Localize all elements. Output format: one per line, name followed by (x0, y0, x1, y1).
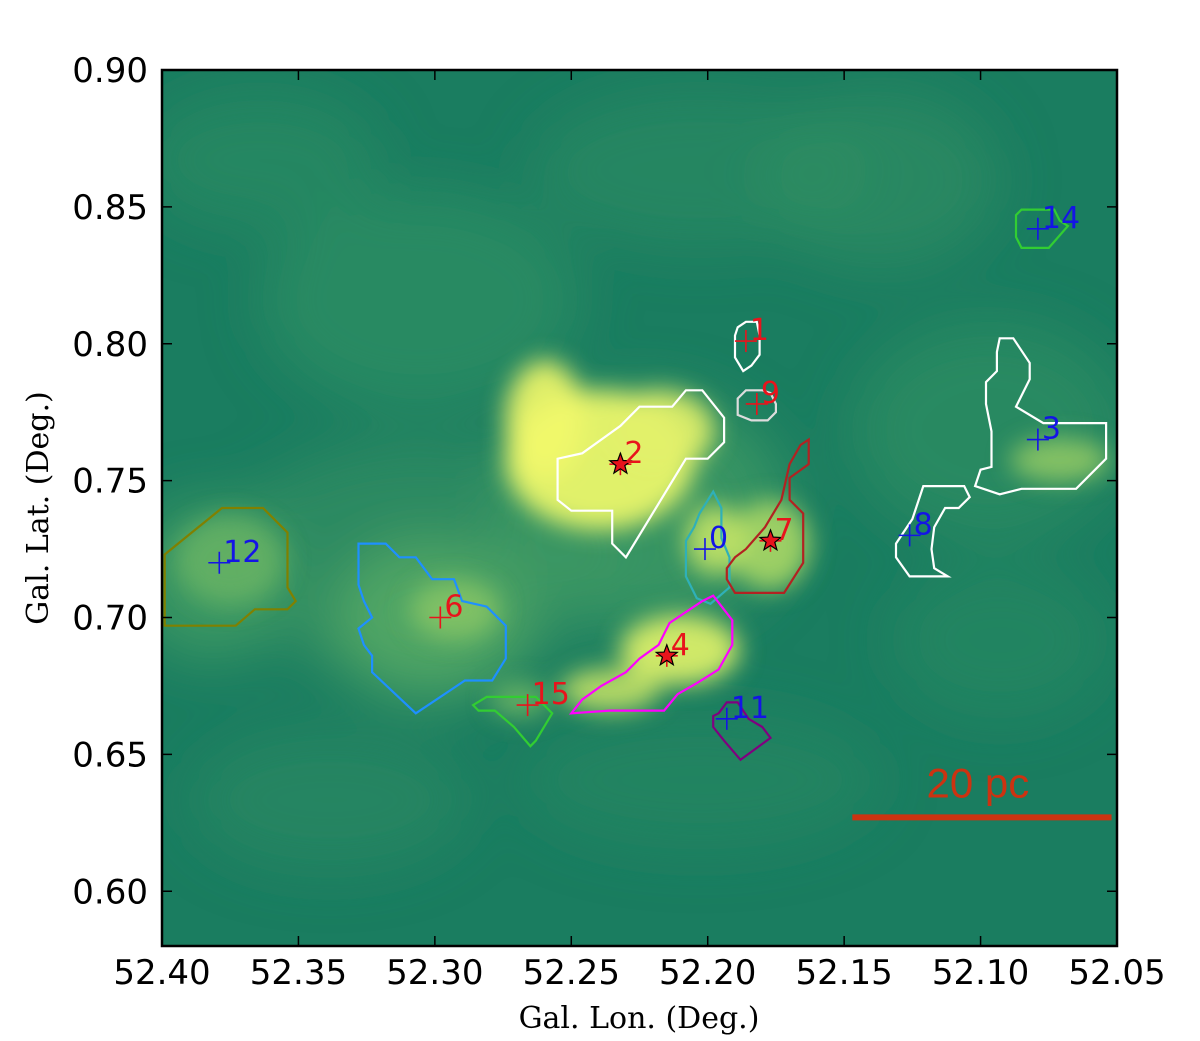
clump-marker-12 (208, 551, 231, 574)
clump-contour-6 (357, 542, 507, 715)
clump-marker-3 (1026, 428, 1049, 451)
plot-frame (160, 68, 1119, 948)
clump-label-8: 8 (914, 507, 933, 542)
clump-label-12: 12 (223, 535, 261, 570)
clump-label-3: 3 (1042, 412, 1061, 447)
y-tick-label: 0.90 (72, 51, 148, 91)
clump-contour-14 (1014, 208, 1070, 249)
y-axis-ticks: 0.60 0.65 0.70 0.75 0.80 0.85 0.90 (72, 51, 1117, 912)
clump-contour-12 (163, 506, 298, 627)
clump-label-2: 2 (624, 436, 643, 471)
clump-contours (163, 208, 1108, 762)
clump-marker-6 (429, 606, 452, 629)
young-star-icon (608, 451, 633, 475)
young-star-icon (654, 643, 679, 667)
clump-markers (208, 217, 1049, 730)
y-tick-label: 0.80 (72, 325, 148, 365)
clump-contour-11 (712, 701, 773, 762)
clump-label-14: 14 (1042, 201, 1080, 236)
x-tick-label: 52.25 (523, 953, 620, 993)
clump-marker-14 (1026, 217, 1049, 240)
y-tick-label: 0.70 (72, 599, 148, 639)
clump-marker-11 (715, 707, 738, 730)
clump-marker-4 (654, 643, 679, 667)
clump-label-4: 4 (671, 628, 690, 663)
x-tick-label: 52.05 (1068, 953, 1165, 993)
clump-label-9: 9 (761, 376, 780, 411)
clump-contour-1 (733, 320, 761, 373)
x-axis-ticks: 52.40 52.35 52.30 52.25 52.20 52.15 52.10 52.05 (113, 70, 1166, 993)
clump-label-6: 6 (444, 590, 463, 625)
y-tick-label: 0.75 (72, 462, 148, 502)
clump-marker-7 (758, 528, 783, 552)
clump-contour-15 (471, 695, 554, 748)
x-axis-title: Gal. Lon. (Deg.) (519, 1001, 760, 1036)
clump-label-15: 15 (532, 677, 570, 712)
x-tick-label: 52.30 (386, 953, 483, 993)
clump-marker-2 (608, 451, 633, 476)
clump-contour-7 (725, 437, 810, 595)
y-tick-label: 0.85 (72, 188, 148, 228)
x-tick-label: 52.20 (659, 953, 756, 993)
x-tick-label: 52.10 (932, 953, 1029, 993)
y-tick-label: 0.60 (72, 872, 148, 912)
clump-marker-8 (898, 524, 921, 547)
clump-contour-0 (684, 489, 731, 606)
y-tick-label: 0.65 (72, 735, 148, 775)
clump-marker-15 (516, 694, 539, 717)
clump-marker-0 (693, 538, 716, 561)
clump-marker-9 (745, 392, 768, 415)
y-axis-title: Gal. Lat. (Deg.) (21, 391, 56, 624)
clump-label-1: 1 (750, 313, 769, 348)
young-star-icon (758, 528, 783, 552)
scale-bar: 20 pc (852, 759, 1112, 821)
clump-contour-4 (568, 594, 734, 715)
clump-label-0: 0 (709, 521, 728, 556)
clump-contour-9 (736, 389, 778, 422)
x-tick-label: 52.40 (113, 953, 210, 993)
intensity-map (162, 70, 1117, 946)
x-tick-label: 52.35 (250, 953, 347, 993)
clump-contour-8 (894, 485, 972, 578)
scale-bar-label: 20 pc (927, 759, 1030, 806)
x-tick-label: 52.15 (795, 953, 892, 993)
clump-marker-1 (734, 330, 757, 353)
clump-contour-2 (556, 389, 726, 560)
clump-contour-3 (973, 337, 1108, 496)
clump-label-7: 7 (774, 513, 793, 548)
clump-label-11: 11 (731, 691, 769, 726)
